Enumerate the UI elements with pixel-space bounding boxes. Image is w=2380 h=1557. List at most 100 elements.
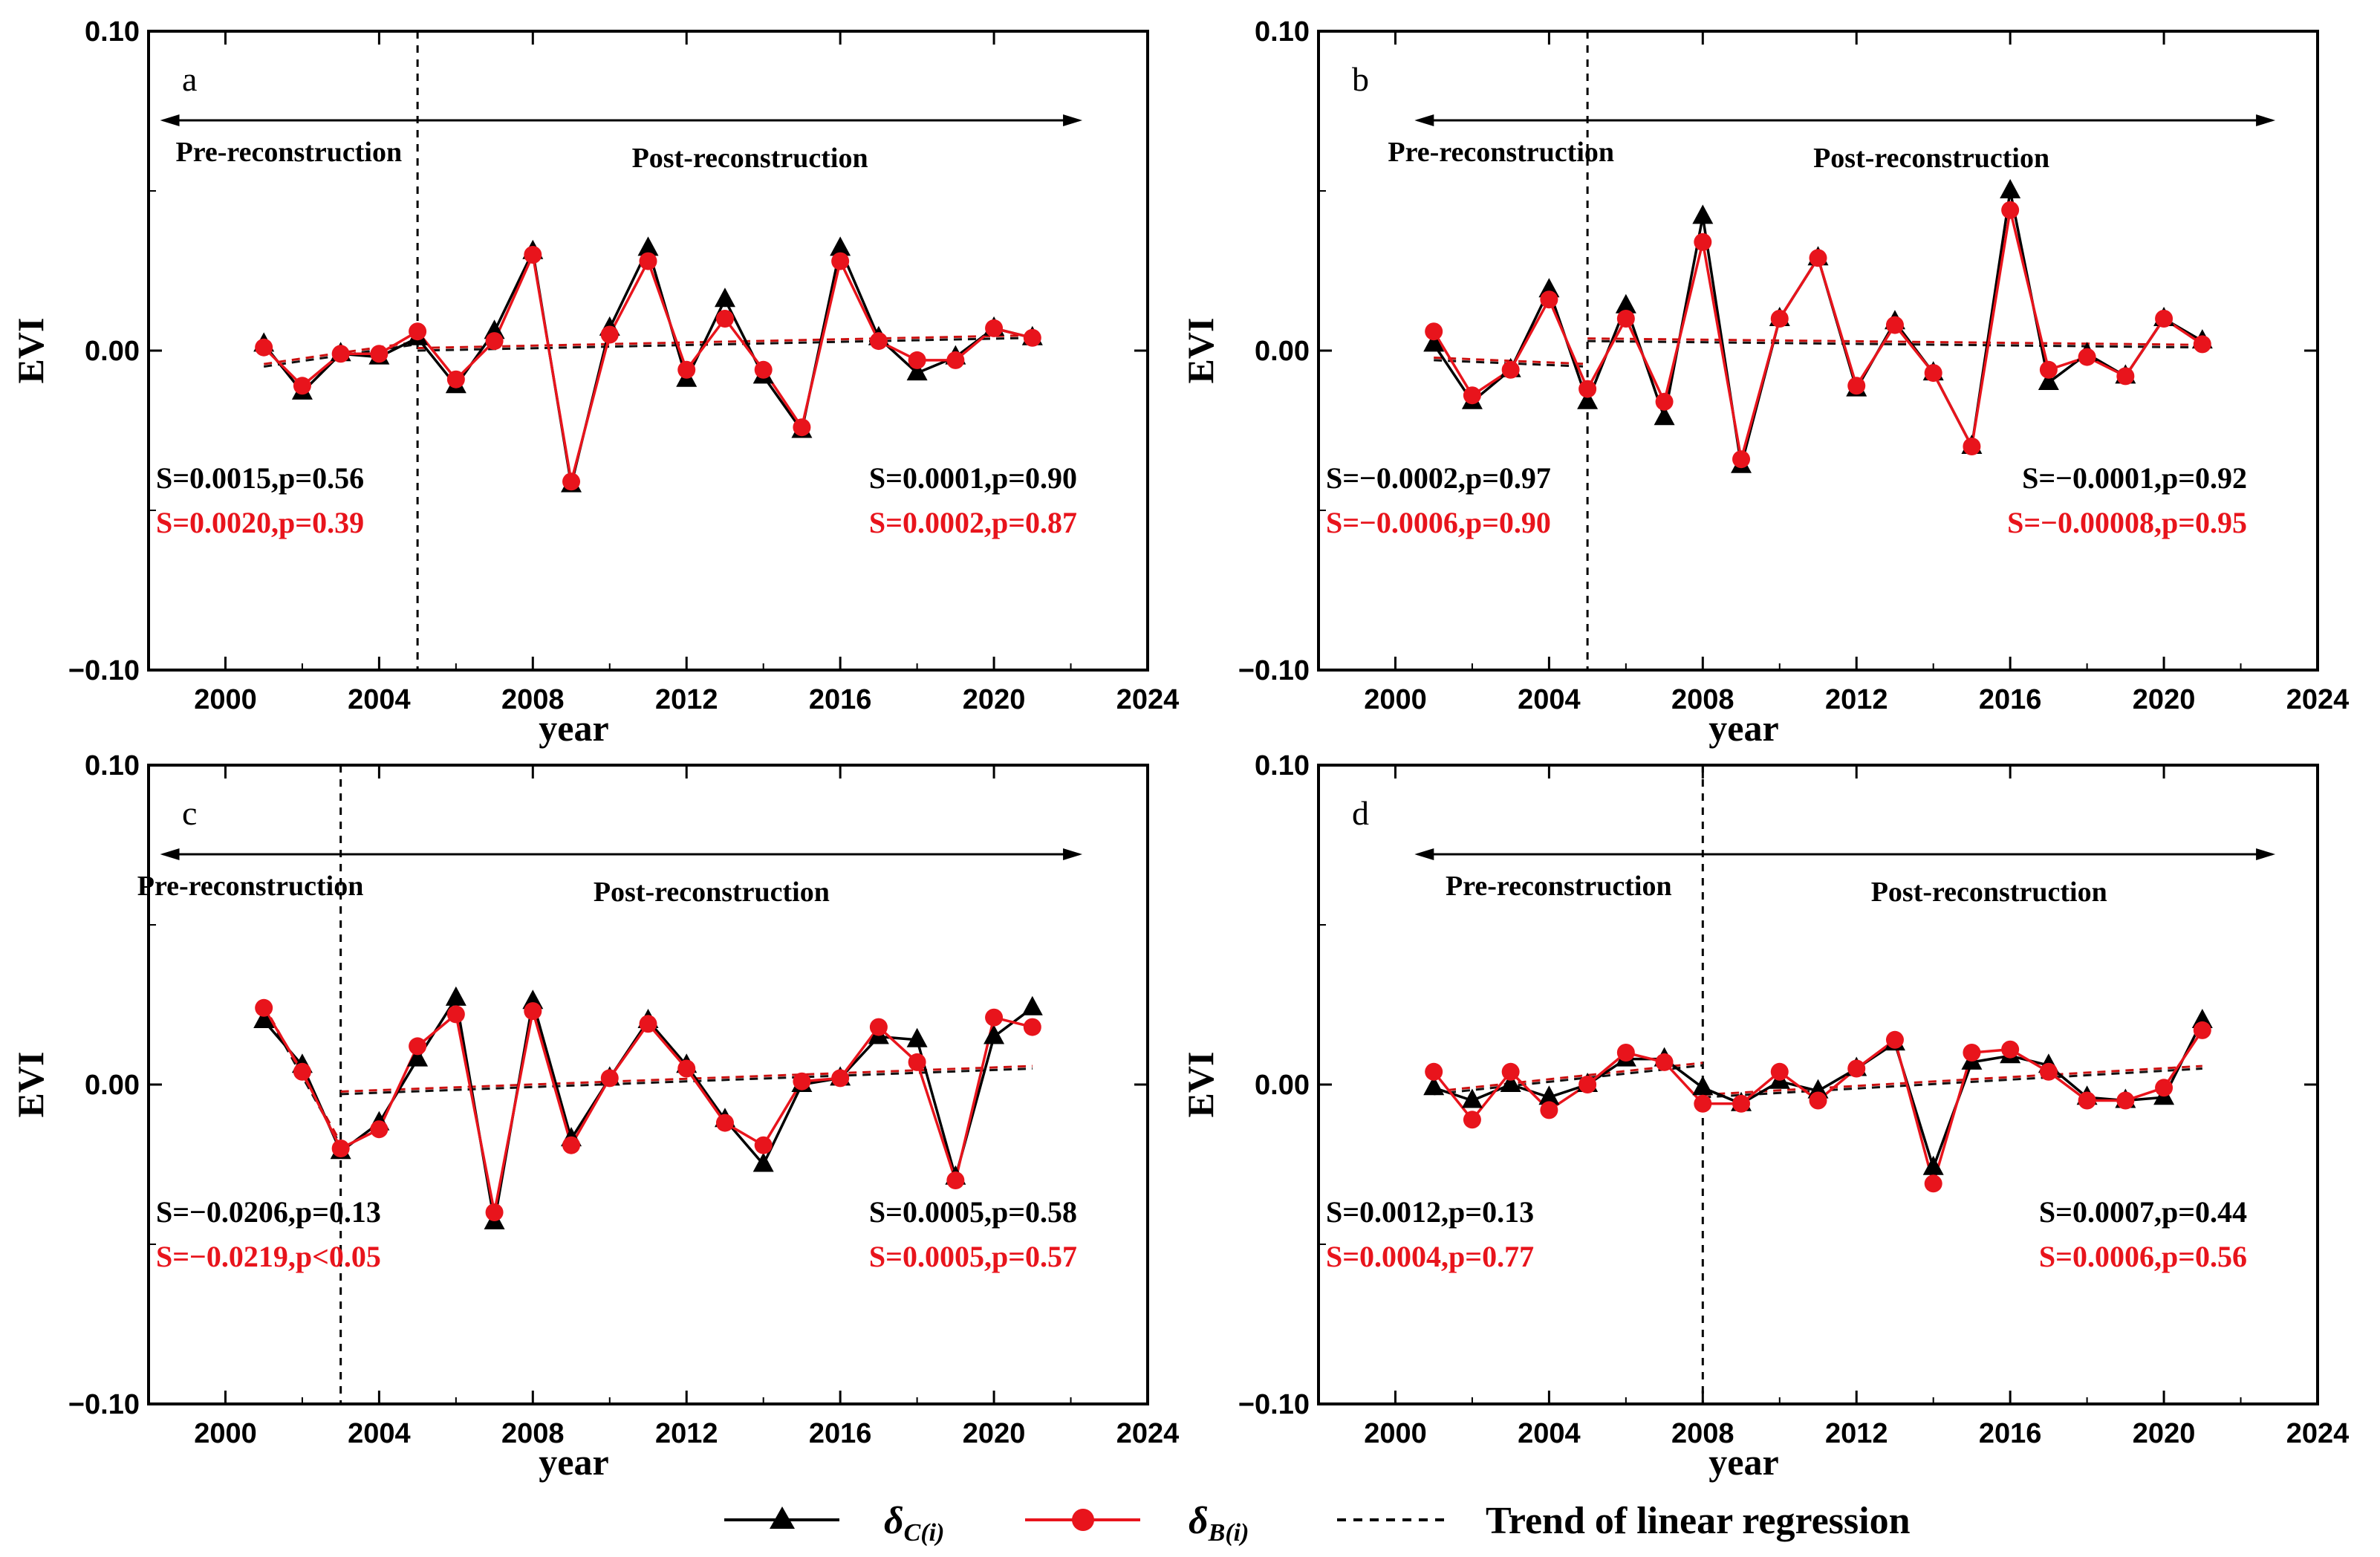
- y-tick-label: −0.10: [68, 1389, 140, 1420]
- point-b-circle: [1578, 1076, 1597, 1093]
- point-b-circle: [600, 1069, 619, 1088]
- x-axis-title: year: [539, 1441, 608, 1483]
- x-tick-label: 2000: [194, 684, 257, 715]
- stats-pre-red: S=0.0020,p=0.39: [156, 506, 364, 539]
- point-b-circle: [639, 252, 657, 270]
- point-b-circle: [2155, 1079, 2173, 1097]
- point-b-circle: [639, 1015, 657, 1033]
- x-tick-label: 2020: [2133, 684, 2196, 715]
- x-tick-label: 2024: [1116, 1418, 1180, 1449]
- point-c-triangle: [2000, 179, 2021, 198]
- point-b-circle: [985, 1008, 1004, 1027]
- x-tick-label: 2004: [348, 684, 411, 715]
- point-c-triangle: [983, 1024, 1005, 1044]
- legend-trend-label: Trend of linear regression: [1486, 1500, 1911, 1542]
- point-b-circle: [1501, 360, 1520, 379]
- x-tick-label: 2012: [655, 684, 718, 715]
- trend-line-red: [340, 1064, 1033, 1093]
- legend-circle-marker: [1072, 1509, 1094, 1531]
- y-tick-label: −0.10: [1238, 655, 1310, 686]
- x-tick-label: 2020: [2133, 1418, 2196, 1449]
- x-tick-label: 2024: [2286, 684, 2350, 715]
- point-b-circle: [715, 310, 734, 328]
- point-b-circle: [485, 332, 504, 351]
- trend-line-black: [1587, 339, 2202, 349]
- point-c-triangle: [1500, 1073, 1521, 1092]
- x-tick-label: 2004: [348, 1418, 411, 1449]
- x-tick-label: 2008: [501, 1418, 565, 1449]
- point-c-triangle: [445, 986, 466, 1006]
- stats-pre-red: S=0.0004,p=0.77: [1326, 1240, 1534, 1273]
- point-c-triangle: [2038, 371, 2059, 390]
- panel-letter: c: [182, 794, 197, 832]
- arrow-head-left: [1414, 114, 1434, 126]
- trend-line-red: [417, 334, 1033, 350]
- stats-pre-red: S=−0.0219,p<0.05: [156, 1240, 381, 1273]
- point-b-circle: [1885, 316, 1904, 334]
- y-tick-label: 0.00: [1255, 1070, 1310, 1101]
- trend-line-black: [340, 1067, 1033, 1096]
- y-tick-label: 0.10: [1255, 16, 1310, 48]
- legend-black-label: δC(i): [884, 1500, 944, 1547]
- point-b-circle: [1847, 1059, 1866, 1078]
- point-b-circle: [1463, 1111, 1481, 1129]
- y-tick-label: 0.10: [85, 750, 140, 781]
- legend-triangle-marker: [770, 1506, 795, 1529]
- point-b-circle: [946, 1171, 965, 1189]
- stats-pre-black: S=−0.0002,p=0.97: [1326, 461, 1551, 495]
- stats-pre-red: S=−0.0006,p=0.90: [1326, 506, 1551, 539]
- stats-post-red: S=0.0002,p=0.87: [869, 506, 1077, 539]
- x-tick-label: 2016: [1979, 684, 2042, 715]
- plot-frame: [147, 764, 1149, 1405]
- point-b-circle: [1694, 233, 1712, 251]
- point-b-circle: [2078, 348, 2096, 366]
- arrow-head-left: [160, 848, 180, 860]
- y-tick-label: 0.10: [1255, 750, 1310, 781]
- point-b-circle: [2116, 367, 2135, 386]
- arrow-head-right: [1063, 114, 1083, 126]
- point-b-circle: [793, 1072, 811, 1090]
- trend-line-black: [417, 337, 1033, 352]
- arrow-head-right: [1063, 848, 1083, 860]
- x-tick-label: 2020: [963, 684, 1026, 715]
- trend-line-black: [1434, 1064, 1703, 1096]
- point-b-circle: [2001, 1040, 2020, 1059]
- point-c-triangle: [1423, 1076, 1445, 1096]
- point-b-circle: [524, 1002, 542, 1021]
- point-b-circle: [293, 377, 311, 395]
- arrow-head-right: [2256, 114, 2276, 126]
- point-b-circle: [1023, 1018, 1041, 1036]
- point-b-circle: [869, 1018, 888, 1036]
- arrow-head-left: [1414, 848, 1434, 860]
- point-b-circle: [715, 1114, 734, 1132]
- point-b-circle: [293, 1062, 311, 1081]
- point-b-circle: [1655, 1053, 1674, 1071]
- panel-letter: b: [1352, 60, 1369, 98]
- point-b-circle: [255, 338, 273, 357]
- point-b-circle: [1501, 1062, 1520, 1081]
- point-c-triangle: [906, 1027, 928, 1047]
- stats-post-red: S=0.0006,p=0.56: [2039, 1240, 2247, 1273]
- post-reconstruction-label: Post-reconstruction: [632, 143, 868, 174]
- point-b-circle: [2039, 1062, 2058, 1081]
- x-tick-label: 2016: [809, 684, 872, 715]
- y-axis-title: EVI: [1180, 1052, 1221, 1118]
- point-b-circle: [1770, 310, 1789, 328]
- panels: 2000 2004 2008 2012 2016 2020 2024 0.10 0.00 −0.1…: [10, 16, 2349, 1483]
- point-b-circle: [2039, 360, 2058, 379]
- stats-pre-black: S=0.0012,p=0.13: [1326, 1195, 1534, 1229]
- point-b-circle: [2193, 335, 2211, 354]
- point-b-circle: [1885, 1030, 1904, 1049]
- series-c-line: [1432, 190, 2203, 467]
- pre-reconstruction-label: Pre-reconstruction: [176, 137, 403, 168]
- x-tick-label: 2008: [1671, 1418, 1734, 1449]
- point-b-circle: [1578, 380, 1597, 398]
- stats-post-red: S=0.0005,p=0.57: [869, 1240, 1077, 1273]
- point-b-circle: [2155, 310, 2173, 328]
- point-c-triangle: [1692, 204, 1714, 224]
- y-tick-label: −0.10: [1238, 1389, 1310, 1420]
- point-b-circle: [562, 472, 581, 491]
- point-c-triangle: [752, 1152, 774, 1172]
- point-b-circle: [831, 252, 850, 270]
